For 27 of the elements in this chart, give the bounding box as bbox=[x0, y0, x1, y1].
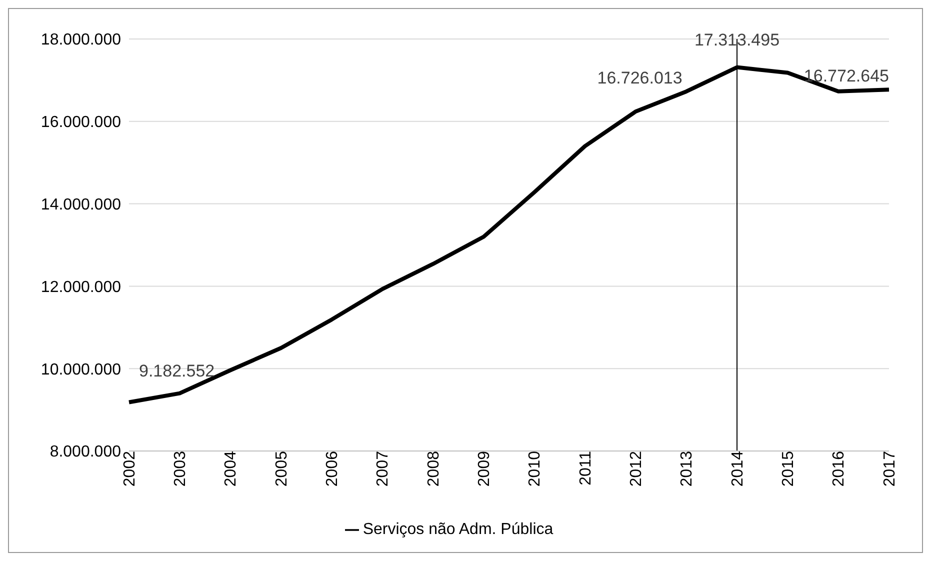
data-label: 17.313.495 bbox=[694, 30, 780, 50]
x-tick-label: 2008 bbox=[425, 450, 442, 487]
data-label: 9.182.552 bbox=[139, 361, 215, 380]
x-tick-label: 2015 bbox=[780, 450, 798, 487]
x-tick-label: 2017 bbox=[881, 450, 898, 487]
y-tick-label: 16.000.000 bbox=[40, 114, 122, 132]
y-tick-label: 8.000.000 bbox=[50, 444, 122, 461]
x-tick-label: 2002 bbox=[121, 450, 138, 487]
y-tick-label: 10.000.000 bbox=[40, 361, 122, 378]
data-label: 16.726.013 bbox=[597, 68, 682, 88]
x-tick-label: 2004 bbox=[222, 450, 240, 487]
x-tick-label: 2005 bbox=[273, 450, 290, 487]
x-tick-label: 2009 bbox=[476, 450, 494, 487]
y-tick-label: 14.000.000 bbox=[40, 196, 122, 214]
x-tick-label: 2013 bbox=[678, 450, 696, 487]
x-tick-label: 2014 bbox=[729, 450, 746, 487]
data-label: 16.772.645 bbox=[804, 66, 889, 86]
x-tick-label: 2003 bbox=[172, 450, 190, 487]
x-tick-label: 2012 bbox=[628, 450, 646, 487]
x-tick-label: 2006 bbox=[324, 450, 342, 487]
legend-label: Serviços não Adm. Pública bbox=[362, 521, 554, 538]
y-tick-label: 18.000.000 bbox=[40, 32, 122, 49]
x-tick-label: 2010 bbox=[526, 450, 544, 487]
x-tick-label: 2011 bbox=[577, 450, 594, 486]
x-tick-label: 2016 bbox=[830, 450, 848, 487]
x-tick-label: 2007 bbox=[374, 450, 392, 487]
y-tick-label: 12.000.000 bbox=[40, 278, 122, 296]
